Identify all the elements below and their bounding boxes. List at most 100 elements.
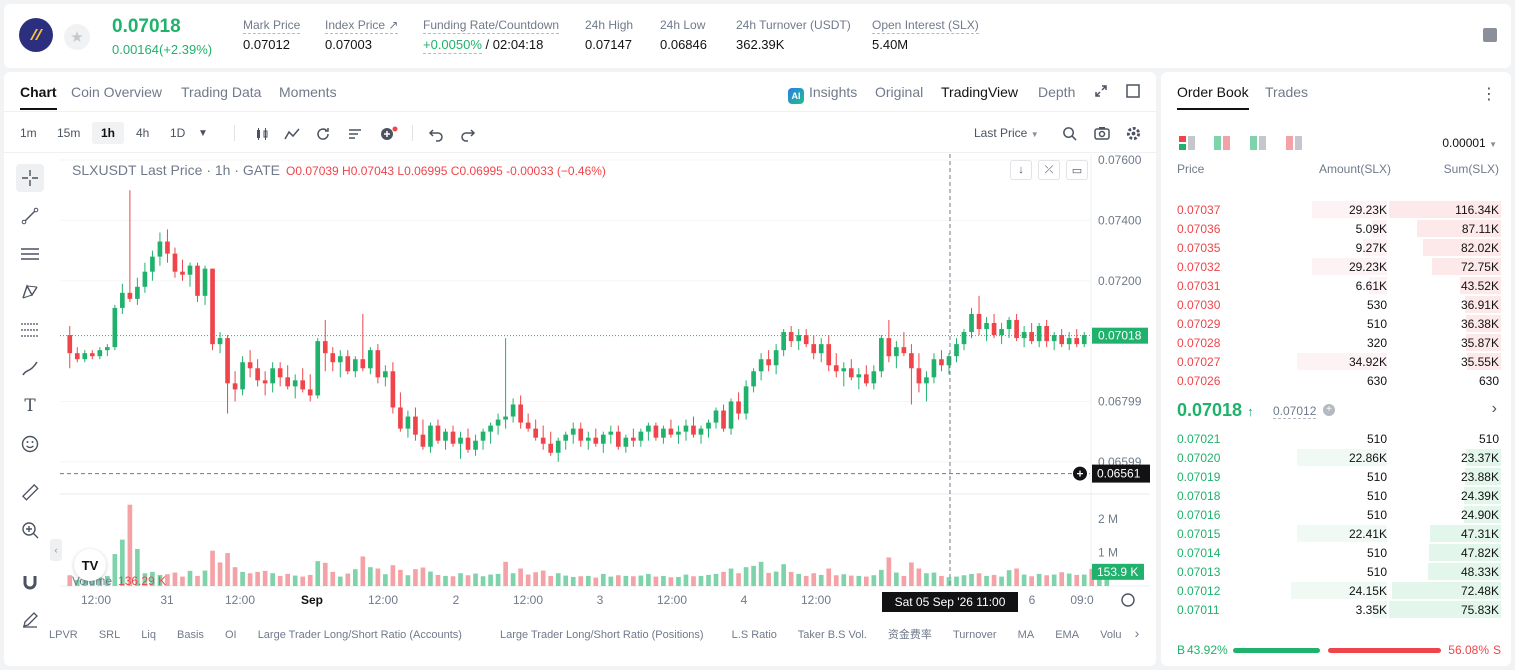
ask-row[interactable]: 0.07037 29.23K 116.34K	[1161, 200, 1511, 219]
bid-row[interactable]: 0.07013 510 48.33K	[1161, 562, 1511, 581]
bid-row[interactable]: 0.07015 22.41K 47.31K	[1161, 524, 1511, 543]
bid-row[interactable]: 0.07018 510 24.39K	[1161, 486, 1511, 505]
view-bids-icon[interactable]	[1250, 136, 1266, 150]
indicator-taker-vol[interactable]: Taker B.S Vol.	[797, 629, 867, 641]
view-both-icon[interactable]	[1179, 136, 1195, 150]
candle-body	[360, 359, 366, 369]
stat-label[interactable]: Funding Rate/Countdown	[423, 18, 560, 34]
indicator-lt-accounts[interactable]: Large Trader Long/Short Ratio (Accounts)	[257, 629, 462, 641]
parallel-lines-icon[interactable]	[16, 240, 44, 268]
bid-row[interactable]: 0.07016 510 24.90K	[1161, 505, 1511, 524]
shield-info-icon[interactable]: +	[1323, 404, 1335, 416]
stat-label[interactable]: Open Interest (SLX)	[872, 18, 979, 34]
tab-trading-data[interactable]: Trading Data	[181, 84, 262, 100]
chevron-right-icon[interactable]: ›	[1491, 400, 1497, 417]
chevron-left-icon[interactable]: ‹	[50, 539, 62, 561]
chevron-down-icon[interactable]: ▼	[198, 128, 208, 139]
pencil-lock-icon[interactable]	[16, 606, 44, 634]
ask-row[interactable]: 0.07036 5.09K 87.11K	[1161, 219, 1511, 238]
candle-type-icon[interactable]	[254, 126, 270, 145]
bid-row[interactable]: 0.07014 510 47.82K	[1161, 543, 1511, 562]
bid-row[interactable]: 0.07020 22.86K 23.37K	[1161, 448, 1511, 467]
indicator-ls-ratio[interactable]: L.S Ratio	[731, 629, 777, 641]
ruler-icon[interactable]	[16, 478, 44, 506]
text-icon[interactable]: T	[24, 396, 36, 416]
tradingview-logo-icon[interactable]: TV	[74, 549, 106, 581]
indicator-srl[interactable]: SRL	[98, 629, 121, 641]
more-menu-icon[interactable]: ⋮	[1481, 86, 1497, 103]
timeframe-4h[interactable]: 4h	[136, 126, 150, 140]
price-type-select[interactable]: Last Price ▼	[974, 126, 1039, 140]
indicator-funding-rate[interactable]: 资金费率	[887, 629, 932, 641]
indicator-lt-positions[interactable]: Large Trader Long/Short Ratio (Positions…	[499, 629, 704, 641]
view-asks-icon[interactable]	[1286, 136, 1302, 150]
pattern-icon[interactable]	[16, 278, 44, 306]
bid-row[interactable]: 0.07021 510 510	[1161, 429, 1511, 448]
chevron-right-icon[interactable]: ›	[1134, 625, 1140, 641]
indicator-ema[interactable]: EMA	[1055, 629, 1080, 641]
undo-icon[interactable]	[428, 126, 444, 145]
scroll-down-icon[interactable]: ↓	[1010, 160, 1032, 180]
tab-coin-overview[interactable]: Coin Overview	[71, 84, 163, 100]
timeframe-1h[interactable]: 1h	[92, 122, 125, 144]
fullscreen-icon[interactable]	[1126, 84, 1140, 101]
indicator-oi[interactable]: OI	[225, 629, 237, 641]
tab-depth[interactable]: Depth	[1038, 84, 1076, 100]
zoom-icon[interactable]	[16, 516, 44, 544]
ask-row[interactable]: 0.07029 510 36.38K	[1161, 314, 1511, 333]
search-icon[interactable]	[1062, 126, 1077, 144]
trendline-icon[interactable]	[16, 202, 44, 230]
bid-row[interactable]: 0.07019 510 23.88K	[1161, 467, 1511, 486]
bid-row[interactable]: 0.07011 3.35K 75.83K	[1161, 600, 1511, 619]
tab-moments[interactable]: Moments	[279, 84, 337, 100]
indicator-liq[interactable]: Liq	[141, 629, 156, 641]
ask-row[interactable]: 0.07028 320 35.87K	[1161, 333, 1511, 352]
refresh-icon[interactable]	[315, 126, 331, 145]
ask-row[interactable]: 0.07032 29.23K 72.75K	[1161, 257, 1511, 276]
bid-row[interactable]: 0.07012 24.15K 72.48K	[1161, 581, 1511, 600]
timeframe-1m[interactable]: 1m	[20, 126, 37, 140]
favorite-star-icon[interactable]: ★	[64, 24, 90, 50]
ask-row[interactable]: 0.07035 9.27K 82.02K	[1161, 238, 1511, 257]
tab-chart[interactable]: Chart	[20, 84, 57, 110]
settings-gear-icon[interactable]	[1126, 126, 1141, 144]
stat-label[interactable]: Index Price ↗	[325, 18, 399, 34]
expand-icon[interactable]	[1094, 84, 1108, 101]
fib-icon[interactable]	[16, 316, 44, 344]
collapse-icon[interactable]: ⤫	[1038, 160, 1060, 180]
ask-row[interactable]: 0.07026 630 630	[1161, 371, 1511, 390]
view-split-icon[interactable]	[1214, 136, 1230, 150]
camera-icon[interactable]	[1094, 126, 1110, 144]
timeframe-15m[interactable]: 15m	[57, 126, 81, 140]
insights-button[interactable]: AI Insights	[788, 84, 857, 104]
stat-label[interactable]: Mark Price	[243, 18, 301, 34]
emoji-icon[interactable]	[16, 430, 44, 458]
timeframe-1d[interactable]: 1D	[170, 126, 186, 140]
indicator-volume[interactable]: Volu	[1100, 629, 1122, 641]
precision-select[interactable]: 0.00001 ▼	[1442, 136, 1497, 150]
brush-icon[interactable]	[16, 354, 44, 382]
redo-icon[interactable]	[460, 126, 476, 145]
tab-order-book[interactable]: Order Book	[1177, 84, 1249, 110]
mid-price[interactable]: 0.07018 ↑	[1177, 400, 1254, 421]
ask-row[interactable]: 0.07030 530 36.91K	[1161, 295, 1511, 314]
indicator-ma[interactable]: MA	[1017, 629, 1035, 641]
add-alert-icon[interactable]	[379, 126, 399, 145]
magnet-icon[interactable]	[16, 568, 44, 596]
tab-tradingview[interactable]: TradingView	[941, 84, 1019, 100]
ask-row[interactable]: 0.07031 6.61K 43.52K	[1161, 276, 1511, 295]
indicator-lpvr[interactable]: LPVR	[49, 629, 78, 641]
tab-original[interactable]: Original	[875, 84, 924, 100]
tab-trades[interactable]: Trades	[1265, 84, 1309, 100]
maximize-pane-icon[interactable]: ▭	[1066, 160, 1088, 180]
indicators-icon[interactable]	[284, 126, 300, 145]
guide-book-icon[interactable]	[1483, 28, 1497, 42]
bid-depth-bar	[1430, 525, 1501, 542]
indicator-turnover[interactable]: Turnover	[952, 629, 997, 641]
indicator-basis[interactable]: Basis	[177, 629, 204, 641]
ask-row[interactable]: 0.07027 34.92K 35.55K	[1161, 352, 1511, 371]
crosshair-icon[interactable]	[16, 164, 44, 192]
templates-icon[interactable]	[347, 126, 363, 145]
